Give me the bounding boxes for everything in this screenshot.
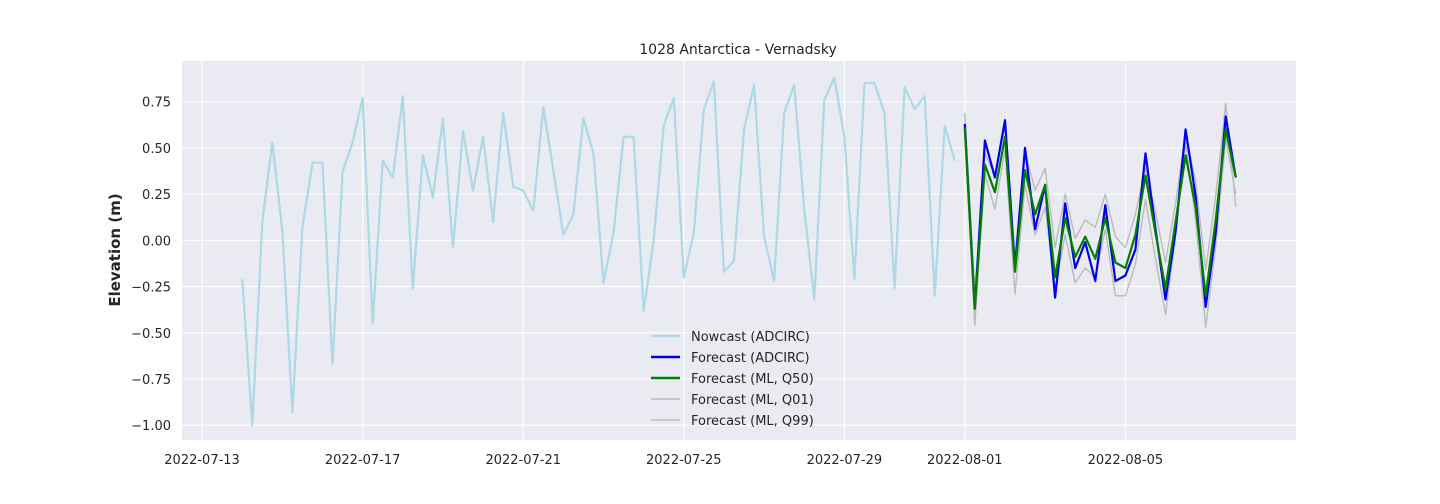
x-tick-label: 2022-07-13 — [164, 453, 240, 468]
x-tick-label: 2022-07-21 — [485, 453, 561, 468]
x-axis: 2022-07-13 2022-07-17 2022-07-21 2022-07-25… — [164, 453, 1163, 468]
y-tick-label: −0.25 — [131, 281, 171, 296]
legend-label: Forecast (ML, Q99) — [691, 414, 814, 429]
series-layer — [241, 76, 1237, 427]
y-tick-label: 0.00 — [142, 234, 171, 249]
chart-title: 1028 Antarctica - Vernadsky — [639, 42, 837, 58]
y-tick-label: −0.50 — [131, 327, 171, 342]
legend-label: Nowcast (ADCIRC) — [691, 330, 810, 345]
x-tick-label: 2022-07-25 — [646, 453, 722, 468]
y-tick-label: 0.75 — [142, 96, 171, 111]
y-axis-title: Elevation (m) — [106, 193, 124, 306]
legend: Nowcast (ADCIRC) Forecast (ADCIRC) Forecas… — [651, 330, 814, 429]
legend-label: Forecast (ML, Q01) — [691, 393, 814, 408]
y-tick-label: −0.75 — [131, 373, 171, 388]
x-tick-label: 2022-07-17 — [325, 453, 401, 468]
y-axis: −1.00 −0.75 −0.50 −0.25 0.00 0.25 0.50 0.75 — [131, 96, 171, 435]
legend-label: Forecast (ML, Q50) — [691, 372, 814, 387]
legend-label: Forecast (ADCIRC) — [691, 351, 810, 366]
series-line-forecast-ml-q50 — [963, 127, 1237, 310]
x-tick-label: 2022-08-01 — [927, 453, 1003, 468]
series-line-nowcast-adcirc — [241, 76, 956, 427]
grid-lines — [182, 61, 1296, 440]
y-tick-label: −1.00 — [131, 419, 171, 434]
y-tick-label: 0.25 — [142, 188, 171, 203]
x-tick-label: 2022-08-05 — [1088, 453, 1164, 468]
x-tick-label: 2022-07-29 — [807, 453, 883, 468]
y-tick-label: 0.50 — [142, 142, 171, 157]
